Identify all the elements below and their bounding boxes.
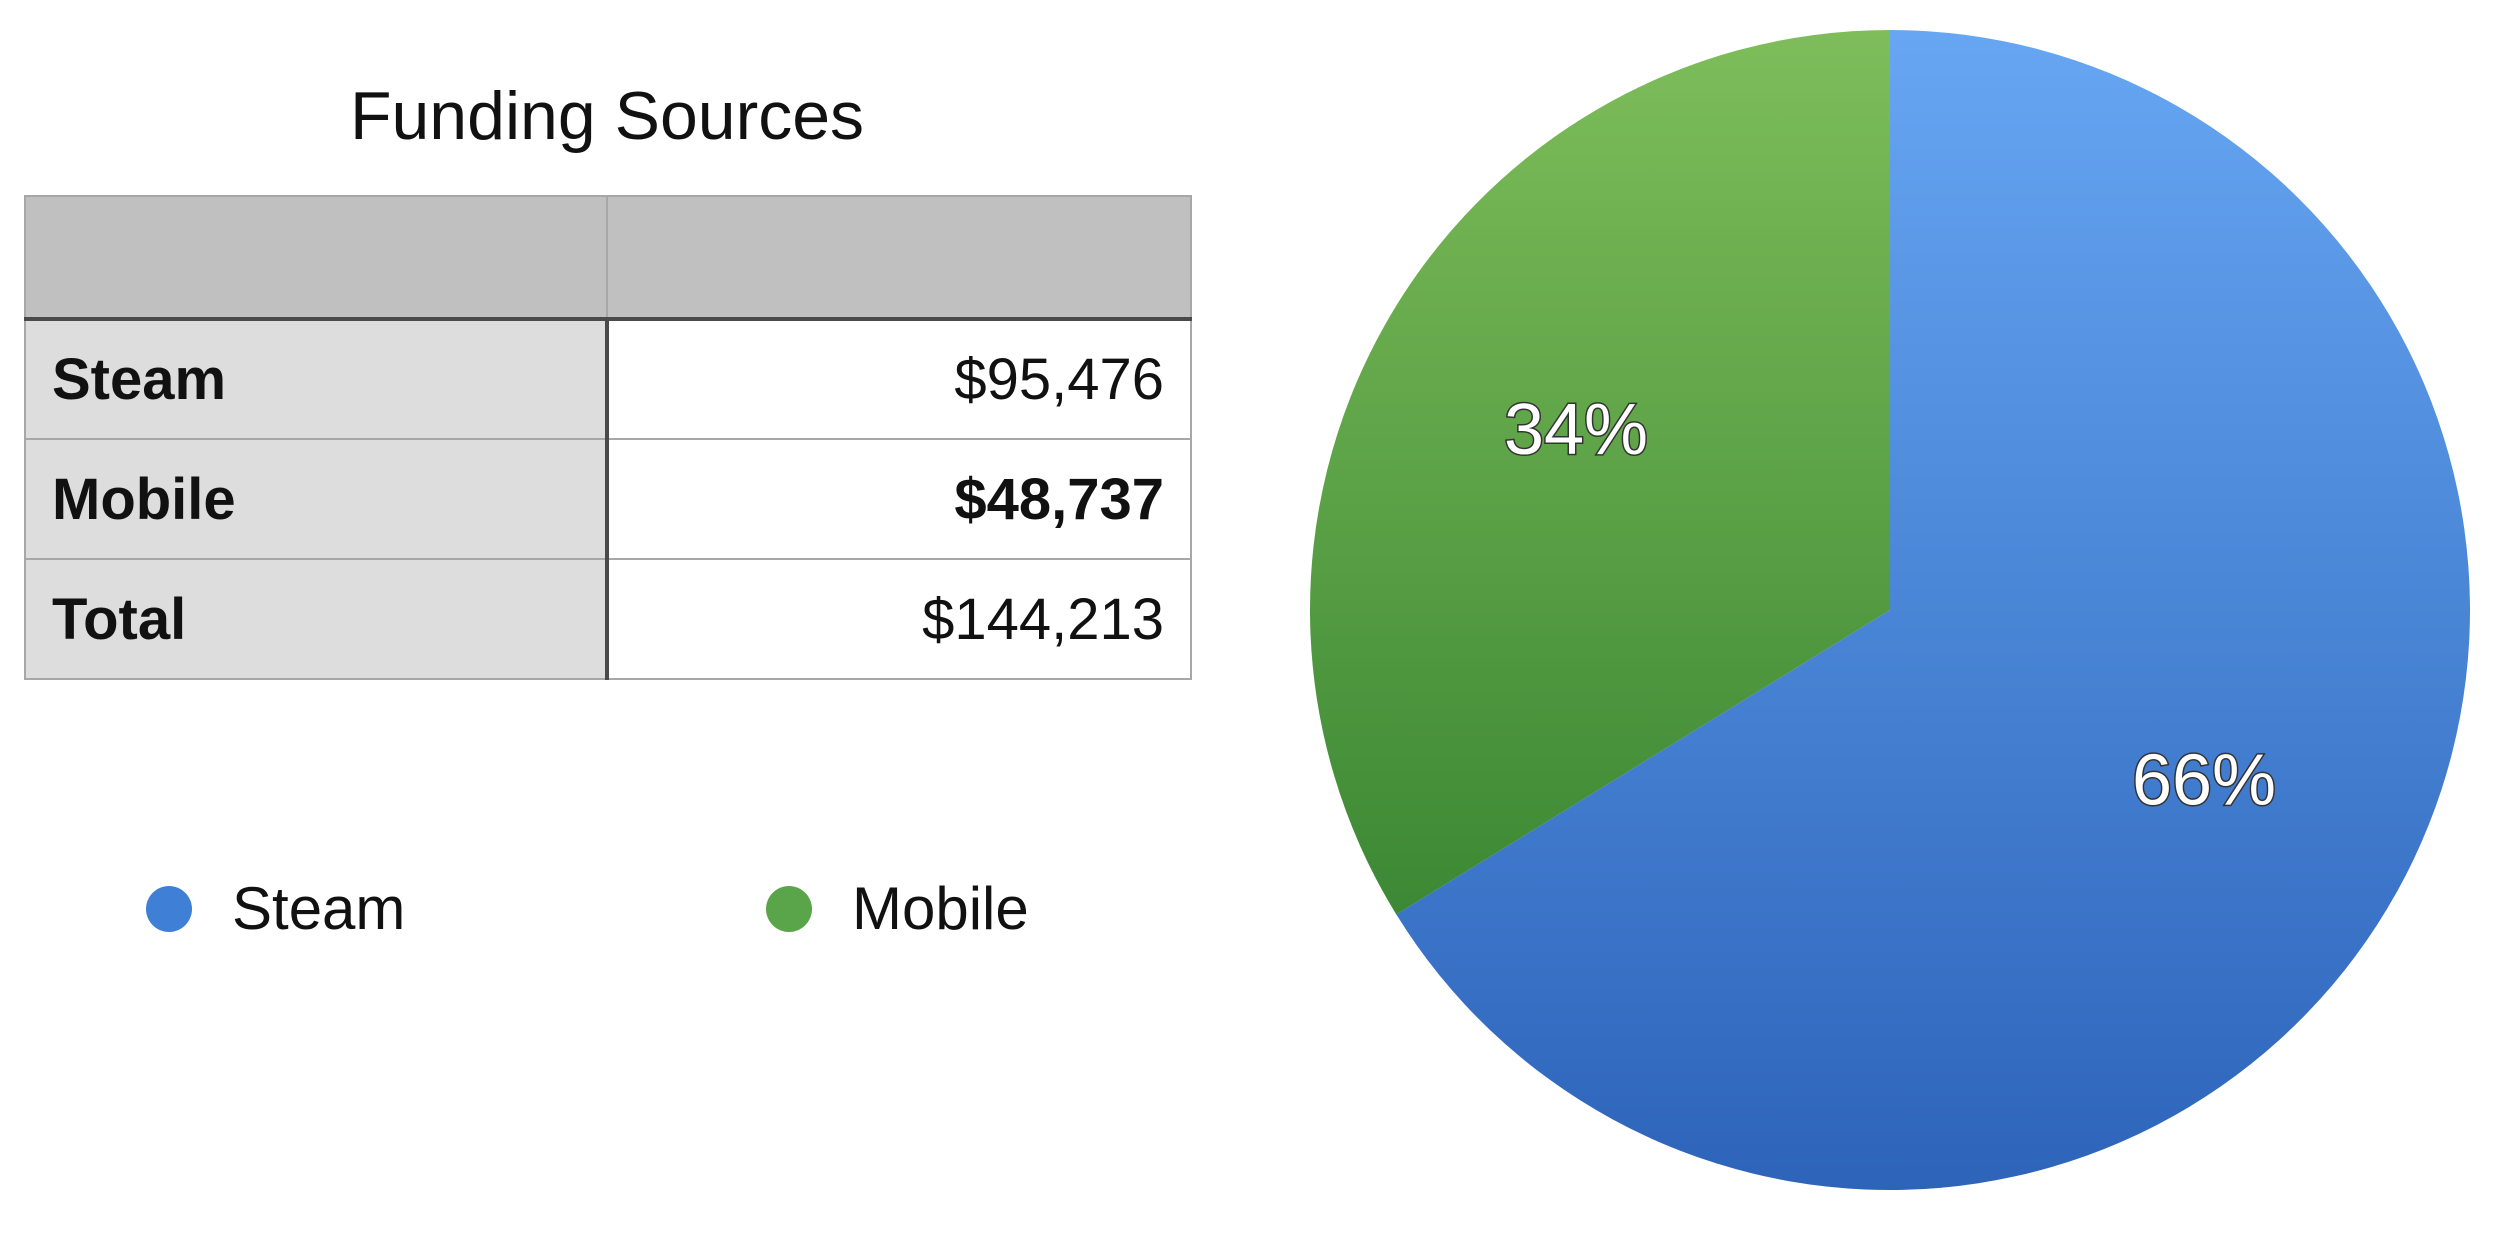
pie-slice-steam bbox=[1396, 30, 2470, 1190]
legend-item-steam: Steam bbox=[146, 874, 405, 944]
pie-slice-mobile bbox=[1310, 30, 1890, 915]
pie-label-mobile: 34% bbox=[1504, 390, 1648, 470]
table-header-row bbox=[24, 195, 1192, 321]
legend-label-steam: Steam bbox=[232, 875, 406, 942]
table-row-value: $144,213 bbox=[606, 558, 1192, 680]
table-row-label: Mobile bbox=[24, 438, 609, 560]
legend-item-mobile: Mobile bbox=[766, 874, 1029, 944]
table-header-cell-label bbox=[24, 195, 608, 321]
legend-swatch-mobile bbox=[766, 886, 812, 932]
table-row: Mobile $48,737 bbox=[24, 438, 1192, 560]
chart-legend: Steam Mobile bbox=[0, 874, 1190, 944]
table-row-value: $48,737 bbox=[606, 438, 1192, 560]
legend-label-mobile: Mobile bbox=[852, 875, 1029, 942]
legend-swatch-steam bbox=[146, 886, 192, 932]
pie-chart: 66% 34% bbox=[1310, 30, 2470, 1190]
table-row: Steam $95,476 bbox=[24, 318, 1192, 440]
table-header-cell-value bbox=[606, 195, 1192, 321]
table-row-label: Steam bbox=[24, 318, 609, 440]
pie-label-steam: 66% bbox=[2132, 740, 2276, 820]
table-row: Total $144,213 bbox=[24, 558, 1192, 680]
table-row-value: $95,476 bbox=[606, 318, 1192, 440]
funding-table: Steam $95,476 Mobile $48,737 Total $144,… bbox=[24, 195, 1192, 680]
chart-title: Funding Sources bbox=[349, 78, 865, 154]
table-row-label: Total bbox=[24, 558, 609, 680]
